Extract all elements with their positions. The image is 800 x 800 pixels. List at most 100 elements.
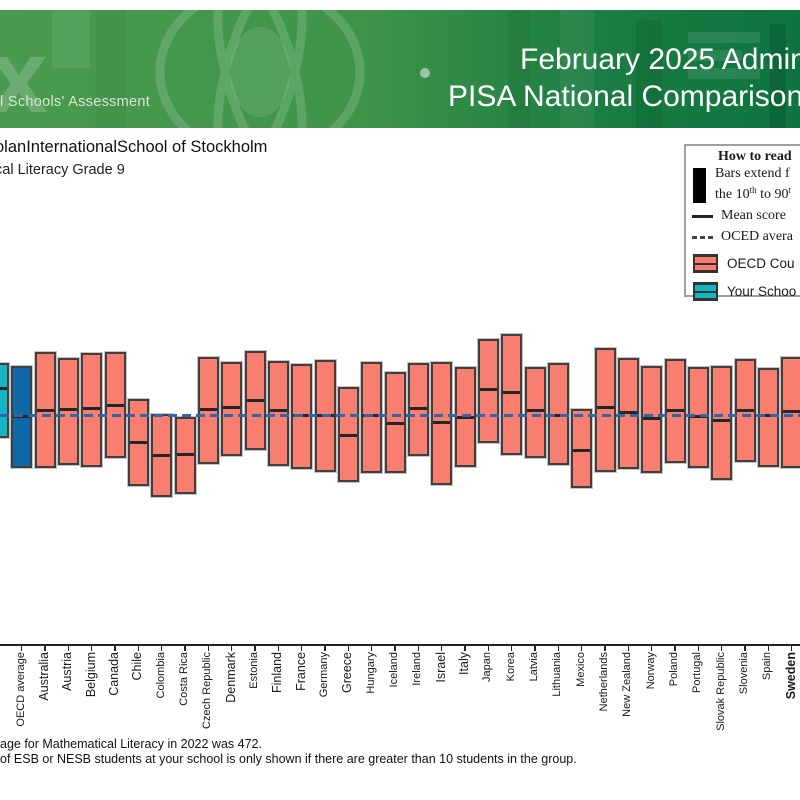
legend-bars-line2: the 10th to 90t bbox=[715, 185, 792, 202]
header-banner: x l Schools' Assessment February 2025 Ad… bbox=[0, 10, 800, 128]
bar-costa-rica bbox=[173, 416, 197, 496]
mean-line bbox=[409, 406, 427, 410]
axis-label-costa-rica: Costa Rica bbox=[178, 652, 190, 706]
bar-greece bbox=[336, 385, 360, 483]
bar-colombia bbox=[150, 412, 174, 498]
assessment-subtitle: cal Literacy Grade 9 bbox=[0, 162, 125, 178]
x-axis-line bbox=[0, 644, 800, 646]
bar-portugal bbox=[686, 365, 710, 470]
legend-entry-mean: Mean score bbox=[691, 208, 800, 224]
axis-label-iceland: Iceland bbox=[388, 652, 400, 688]
axis-label-denmark: Denmark bbox=[223, 652, 238, 703]
mean-line bbox=[643, 416, 661, 420]
axis-label-new-zealand: New Zealand bbox=[621, 652, 634, 717]
bar-estonia bbox=[243, 349, 267, 452]
bar-denmark bbox=[220, 361, 244, 457]
axis-label-france: France bbox=[293, 652, 308, 691]
axis-tick bbox=[510, 646, 513, 651]
axis-tick bbox=[417, 646, 419, 651]
mean-line bbox=[596, 405, 614, 409]
bar-israel bbox=[430, 360, 454, 487]
axis-tick bbox=[324, 646, 326, 651]
mean-line bbox=[223, 405, 241, 409]
legend-entry-oecd-line: OCED avera bbox=[691, 229, 800, 245]
axis-label-latvia: Latvia bbox=[528, 652, 540, 682]
your-school-swatch-icon bbox=[693, 282, 718, 301]
axis-label-oecd-average: OECD average bbox=[14, 652, 27, 727]
axis-tick bbox=[394, 646, 396, 651]
mean-line bbox=[83, 406, 101, 410]
bar-sweden bbox=[780, 356, 800, 470]
mean-line bbox=[153, 454, 171, 458]
axis-label-austria: Austria bbox=[60, 652, 75, 691]
axis-label-hungary: Hungary bbox=[364, 652, 377, 694]
bar-austria bbox=[56, 356, 80, 467]
axis-label-portugal: Portugal bbox=[691, 652, 704, 693]
axis-label-korea: Korea bbox=[504, 652, 517, 682]
bar-canada bbox=[103, 350, 127, 459]
axis-tick bbox=[277, 646, 279, 651]
mean-line bbox=[269, 409, 287, 412]
legend-oecd-line-label: OCED avera bbox=[721, 229, 793, 244]
mean-line bbox=[503, 391, 521, 395]
bar-ireland bbox=[406, 362, 430, 457]
mean-line bbox=[736, 408, 754, 412]
axis-label-poland: Poland bbox=[668, 652, 680, 687]
bar-latvia bbox=[523, 365, 547, 459]
banner-logo-emblem bbox=[155, 10, 365, 128]
axis-tick bbox=[370, 646, 373, 651]
axis-tick bbox=[604, 646, 606, 651]
axis-tick bbox=[44, 646, 46, 651]
banner-title-line2: PISA National Comparisons bbox=[448, 80, 800, 113]
mean-line bbox=[106, 403, 124, 407]
mean-line bbox=[386, 421, 404, 425]
axis-label-ireland: Ireland bbox=[411, 652, 424, 686]
mean-line bbox=[433, 421, 451, 425]
legend-oecd-countries-label: OECD Cou bbox=[727, 256, 795, 271]
axis-tick bbox=[697, 646, 699, 651]
axis-tick bbox=[557, 646, 559, 651]
axis-label-israel: Israel bbox=[433, 652, 448, 683]
bar-slovak-republic bbox=[710, 364, 734, 482]
axis-label-chile: Chile bbox=[130, 652, 145, 681]
axis-label-mexico: Mexico bbox=[574, 652, 587, 687]
school-name: olanInternationalSchool of Stockholm bbox=[0, 138, 268, 156]
axis-tick bbox=[720, 646, 723, 651]
legend-box: How to read Bars extend f the 10th to 90… bbox=[684, 144, 800, 301]
bar-korea bbox=[500, 333, 524, 457]
legend-entry-your-school: Your Schoo bbox=[691, 282, 800, 301]
mean-line bbox=[176, 452, 194, 456]
legend-bars-line1: Bars extend f bbox=[715, 166, 790, 181]
mean-line bbox=[0, 386, 7, 390]
bar-mexico bbox=[570, 408, 594, 490]
axis-tick bbox=[160, 646, 163, 651]
mean-line bbox=[666, 408, 684, 412]
percentile-bar-icon bbox=[693, 168, 706, 203]
bar-your-school bbox=[0, 362, 10, 439]
mean-line-icon bbox=[692, 214, 713, 218]
legend-entry-bars: Bars extend f the 10th to 90t bbox=[691, 166, 800, 203]
axis-label-finland: Finland bbox=[270, 652, 285, 693]
axis-label-slovenia: Slovenia bbox=[738, 652, 750, 695]
axis-tick bbox=[20, 646, 23, 651]
axis-label-slovak-republic: Slovak Republic bbox=[714, 652, 727, 731]
axis-tick bbox=[230, 646, 233, 651]
bar-iceland bbox=[383, 370, 407, 474]
banner-decoration-graphic: x bbox=[0, 10, 800, 128]
bar-belgium bbox=[80, 352, 104, 468]
axis-tick bbox=[207, 646, 209, 651]
mean-line bbox=[573, 449, 591, 453]
legend-your-school-label: Your Schoo bbox=[727, 284, 797, 299]
axis-tick bbox=[464, 646, 466, 651]
axis-tick bbox=[767, 646, 769, 651]
axis-label-italy: Italy bbox=[457, 652, 471, 675]
axis-label-czech-republic: Czech Republic bbox=[201, 652, 214, 730]
mean-line bbox=[456, 415, 474, 419]
legend-bars-text: Bars extend f the 10th to 90t bbox=[715, 166, 791, 203]
axis-tick bbox=[534, 646, 536, 651]
axis-tick bbox=[487, 646, 489, 651]
bar-finland bbox=[266, 359, 290, 467]
axis-tick bbox=[440, 646, 443, 651]
mean-line bbox=[479, 387, 497, 391]
bar-spain bbox=[756, 367, 780, 468]
